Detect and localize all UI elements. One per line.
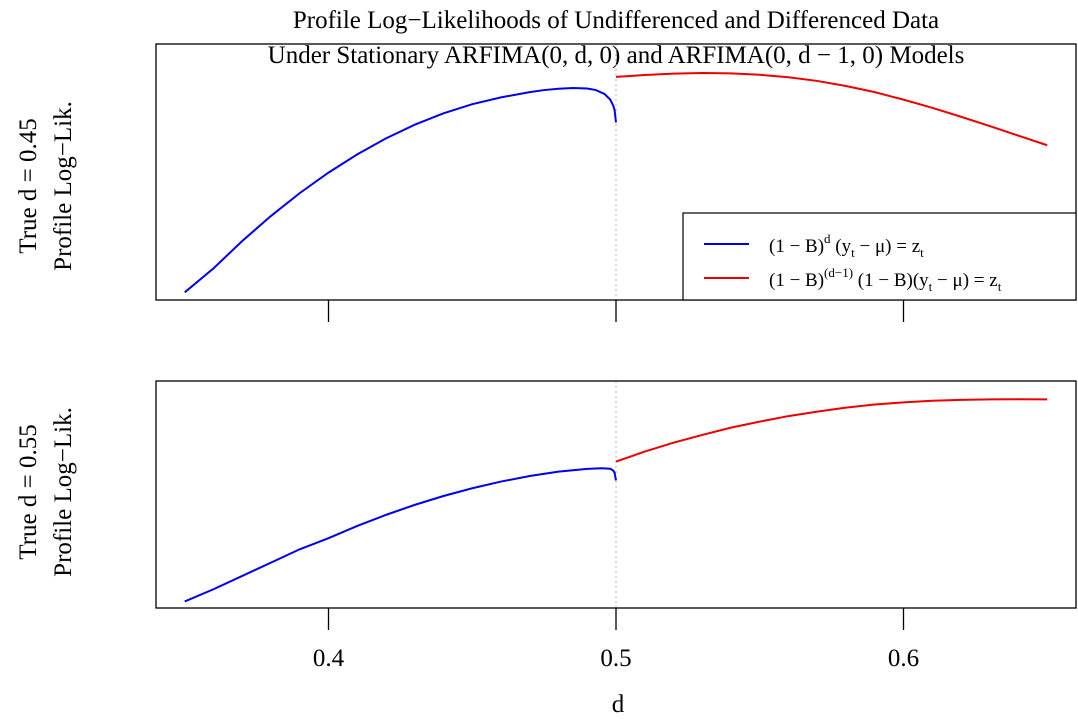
top-ylabel-line2: Profile Log−Lik. <box>50 101 77 271</box>
bottom-panel: True d = 0.55 Profile Log−Lik. 0.4 0.5 0.6… <box>15 380 1077 718</box>
legend-red-sub1: t <box>929 279 933 294</box>
top-blue-series-line <box>184 87 617 294</box>
chart-title-line1: Profile Log−Likelihoods of Undifferenced… <box>293 7 939 34</box>
legend-red-sub2: t <box>998 279 1002 294</box>
top-x-axis <box>327 300 905 322</box>
x-tick-label: 0.5 <box>600 645 631 672</box>
bottom-red-series-line <box>615 398 1048 463</box>
legend-red-part-a: (1 − B) <box>769 270 824 291</box>
legend-blue-sub1: t <box>851 245 855 260</box>
legend-blue-sub2: t <box>920 245 924 260</box>
legend-red-part-b: (1 − B)(y <box>853 270 929 291</box>
legend-blue-part-b: (y <box>831 236 852 257</box>
legend-blue-part-a: (1 − B) <box>769 236 824 257</box>
legend-blue-sup: d <box>824 231 831 246</box>
legend-red-sup: (d−1) <box>824 265 853 280</box>
x-axis-label: d <box>612 691 625 718</box>
bottom-ylabel-line1: True d = 0.55 <box>15 424 42 559</box>
legend-red-part-c: − μ) = z <box>932 270 997 291</box>
legend-box <box>682 212 1077 301</box>
legend-red-label: (1 − B)(d−1) (1 − B)(yt − μ) = zt <box>769 265 1002 294</box>
legend-blue-part-c: − μ) = z <box>855 236 920 257</box>
top-panel: True d = 0.45 Profile Log−Lik. (1 − B)d … <box>15 43 1077 322</box>
bottom-plot-frame <box>155 380 1077 609</box>
bottom-blue-series-line <box>184 467 617 603</box>
x-tick-label: 0.6 <box>888 645 919 672</box>
top-ylabel-line1: True d = 0.45 <box>15 118 42 253</box>
x-tick-label: 0.4 <box>313 645 345 672</box>
bottom-x-axis: 0.4 0.5 0.6 <box>313 608 919 672</box>
legend: (1 − B)d (yt − μ) = zt (1 − B)(d−1) (1 −… <box>682 212 1077 301</box>
bottom-ylabel-line2: Profile Log−Lik. <box>50 407 77 577</box>
legend-blue-label: (1 − B)d (yt − μ) = zt <box>769 231 924 260</box>
top-red-series-line <box>615 71 1048 147</box>
